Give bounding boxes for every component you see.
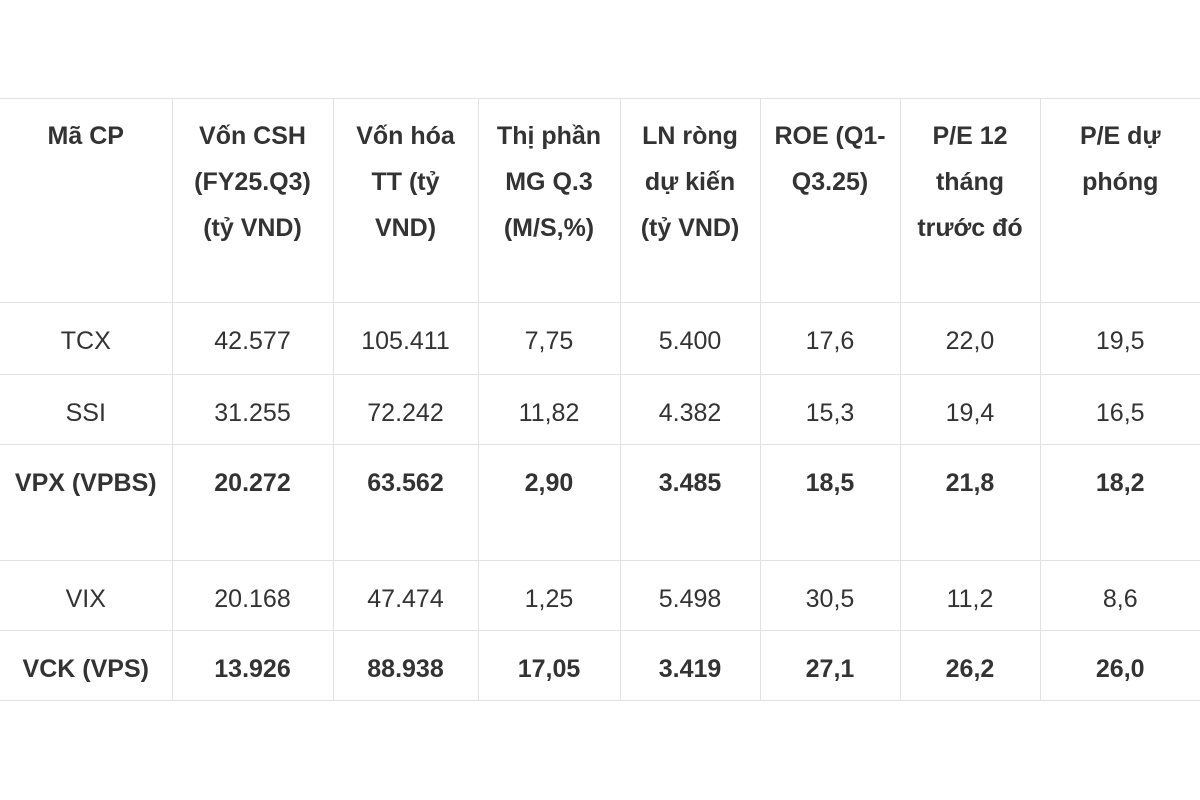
table-row: TCX 42.577 105.411 7,75 5.400 17,6 22,0 19,5 bbox=[0, 302, 1200, 375]
value-cell: 17,05 bbox=[477, 630, 621, 701]
ticker-cell: VPX (VPBS) bbox=[0, 444, 173, 561]
table-row: SSI 31.255 72.242 11,82 4.382 15,3 19,4 16,5 bbox=[0, 374, 1200, 445]
header-cell: Vốn hóa TT (tỷ VND) bbox=[332, 98, 479, 303]
value-cell: 31.255 bbox=[171, 374, 334, 445]
value-cell: 5.400 bbox=[619, 302, 761, 375]
table-wrap: Mã CP Vốn CSH (FY25.Q3) (tỷ VND) Vốn hóa T… bbox=[0, 98, 1200, 701]
value-cell: 7,75 bbox=[477, 302, 621, 375]
value-cell: 18,2 bbox=[1039, 444, 1200, 561]
value-cell: 26,0 bbox=[1039, 630, 1200, 701]
value-cell: 17,6 bbox=[759, 302, 901, 375]
value-cell: 27,1 bbox=[759, 630, 901, 701]
table-body: TCX 42.577 105.411 7,75 5.400 17,6 22,0 19,5 SSI… bbox=[0, 302, 1200, 701]
value-cell: 8,6 bbox=[1039, 560, 1200, 631]
header-cell: ROE (Q1-Q3.25) bbox=[759, 98, 901, 303]
value-cell: 20.168 bbox=[171, 560, 334, 631]
value-cell: 16,5 bbox=[1039, 374, 1200, 445]
value-cell: 21,8 bbox=[899, 444, 1041, 561]
value-cell: 13.926 bbox=[171, 630, 334, 701]
value-cell: 18,5 bbox=[759, 444, 901, 561]
value-cell: 22,0 bbox=[899, 302, 1041, 375]
value-cell: 19,4 bbox=[899, 374, 1041, 445]
table-row: VPX (VPBS) 20.272 63.562 2,90 3.485 18,5 21,8 1… bbox=[0, 444, 1200, 561]
ticker-cell: SSI bbox=[0, 374, 173, 445]
header-cell: Vốn CSH (FY25.Q3) (tỷ VND) bbox=[171, 98, 334, 303]
value-cell: 26,2 bbox=[899, 630, 1041, 701]
value-cell: 11,82 bbox=[477, 374, 621, 445]
value-cell: 42.577 bbox=[171, 302, 334, 375]
value-cell: 63.562 bbox=[332, 444, 479, 561]
value-cell: 47.474 bbox=[332, 560, 479, 631]
value-cell: 1,25 bbox=[477, 560, 621, 631]
header-row: Mã CP Vốn CSH (FY25.Q3) (tỷ VND) Vốn hóa T… bbox=[0, 98, 1200, 303]
value-cell: 88.938 bbox=[332, 630, 479, 701]
value-cell: 3.485 bbox=[619, 444, 761, 561]
value-cell: 105.411 bbox=[332, 302, 479, 375]
value-cell: 3.419 bbox=[619, 630, 761, 701]
header-cell: P/E 12 tháng trước đó bbox=[899, 98, 1041, 303]
header-cell: LN ròng dự kiến (tỷ VND) bbox=[619, 98, 761, 303]
value-cell: 2,90 bbox=[477, 444, 621, 561]
table: Mã CP Vốn CSH (FY25.Q3) (tỷ VND) Vốn hóa T… bbox=[0, 98, 1200, 701]
header-cell: Thị phần MG Q.3 (M/S,%) bbox=[477, 98, 621, 303]
ticker-cell: VCK (VPS) bbox=[0, 630, 173, 701]
value-cell: 15,3 bbox=[759, 374, 901, 445]
ticker-cell: VIX bbox=[0, 560, 173, 631]
ticker-cell: TCX bbox=[0, 302, 173, 375]
header-cell: P/E dự phóng bbox=[1039, 98, 1200, 303]
table-row: VIX 20.168 47.474 1,25 5.498 30,5 11,2 8,6 bbox=[0, 560, 1200, 631]
value-cell: 20.272 bbox=[171, 444, 334, 561]
value-cell: 5.498 bbox=[619, 560, 761, 631]
value-cell: 19,5 bbox=[1039, 302, 1200, 375]
table-row: VCK (VPS) 13.926 88.938 17,05 3.419 27,1 26,2 2… bbox=[0, 630, 1200, 701]
value-cell: 11,2 bbox=[899, 560, 1041, 631]
value-cell: 72.242 bbox=[332, 374, 479, 445]
value-cell: 30,5 bbox=[759, 560, 901, 631]
header-cell: Mã CP bbox=[0, 98, 173, 303]
value-cell: 4.382 bbox=[619, 374, 761, 445]
